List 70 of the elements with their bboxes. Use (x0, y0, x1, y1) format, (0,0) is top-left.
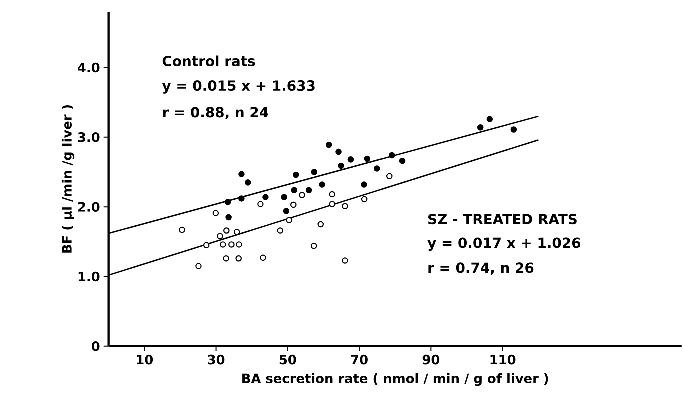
point (486, 116, 494, 122)
x-tick-label: 70 (351, 354, 368, 365)
point (310, 242, 318, 250)
point (329, 200, 336, 208)
point (179, 226, 186, 234)
y-tick-label: 2.0 (78, 202, 100, 212)
point (262, 194, 269, 200)
y-tick-label: 0 (92, 341, 100, 352)
x-axis-title: BA secretion rate ( nmol / min / g of liver ) (242, 373, 548, 386)
point (224, 198, 232, 206)
point (196, 263, 202, 270)
annotation: r = 0.74, n 26 (428, 262, 534, 275)
x-tick-label: 110 (490, 354, 516, 365)
point (306, 187, 312, 194)
point (226, 214, 232, 221)
point (311, 168, 318, 176)
annotation: y = 0.015 x + 1.633 (162, 80, 315, 94)
point (260, 254, 266, 261)
point (336, 148, 342, 156)
point (477, 124, 484, 131)
point (238, 195, 245, 202)
point (318, 221, 324, 228)
point (217, 233, 224, 240)
point (510, 126, 518, 133)
point (234, 228, 240, 236)
point (258, 200, 264, 208)
point (245, 179, 252, 186)
point (281, 194, 288, 200)
point (283, 208, 290, 214)
annotation: y = 0.017 x + 1.026 (428, 238, 581, 251)
point (286, 217, 292, 224)
point (361, 196, 368, 202)
point (223, 255, 230, 262)
point (236, 255, 242, 262)
point (236, 241, 242, 248)
point (277, 227, 284, 234)
x-tick-label: 30 (208, 354, 225, 365)
y-tick-label: 3.0 (78, 132, 100, 142)
point (374, 165, 380, 172)
point (203, 242, 210, 248)
point (348, 156, 354, 163)
point (293, 172, 300, 178)
point (228, 241, 235, 248)
y-axis-title: BF ( μl /min /g liver ) (62, 105, 75, 253)
annotation: r = 0.88, n 24 (163, 106, 268, 120)
point (326, 142, 332, 148)
x-tick-label: 50 (280, 354, 296, 365)
point (299, 192, 306, 198)
point (364, 156, 371, 162)
point (238, 171, 245, 178)
point (319, 181, 326, 188)
point (361, 181, 368, 188)
point (329, 191, 336, 198)
point (342, 203, 348, 210)
point (338, 162, 344, 169)
point (342, 257, 348, 264)
annotation: Control rats (162, 56, 256, 66)
point (224, 227, 230, 234)
point (386, 173, 393, 180)
x-tick-label: 90 (422, 354, 440, 365)
point (290, 202, 297, 208)
point (389, 152, 396, 158)
x-tick-label: 10 (137, 354, 154, 365)
point (212, 210, 220, 216)
point (291, 187, 298, 194)
annotation: SZ - TREATED RATS (428, 214, 577, 224)
y-tick-label: 4.0 (78, 62, 100, 72)
point (399, 158, 406, 164)
point (220, 241, 226, 248)
y-tick-label: 1.0 (78, 272, 100, 282)
